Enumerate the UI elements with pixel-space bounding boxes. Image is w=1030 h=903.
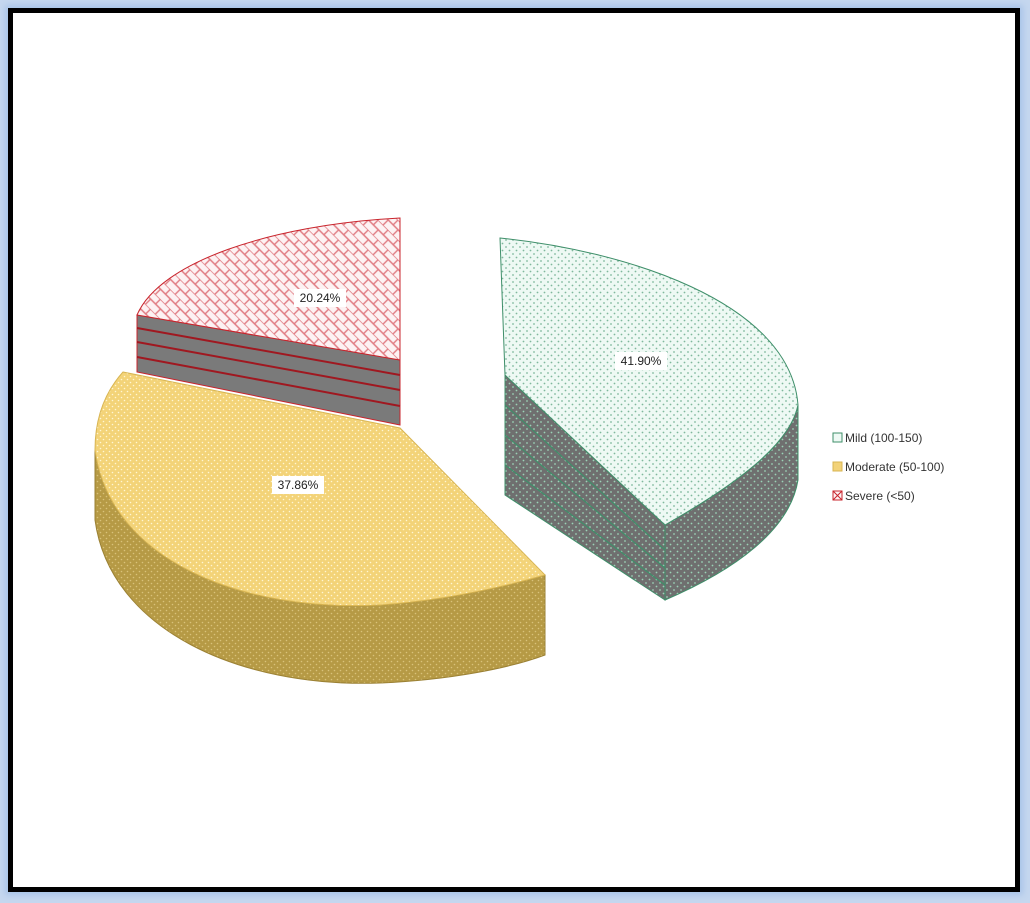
- data-label-severe-text: 20.24%: [300, 291, 341, 305]
- data-label-severe: 20.24%: [294, 289, 346, 307]
- data-label-mild: 41.90%: [615, 352, 667, 370]
- legend-swatch-severe-cross: [832, 490, 843, 501]
- legend-label-moderate: Moderate (50-100): [845, 460, 944, 474]
- slice-mild: [499, 237, 799, 526]
- legend: Mild (100-150) Moderate (50-100) Severe …: [832, 431, 944, 503]
- data-label-moderate-text: 37.86%: [278, 478, 319, 492]
- legend-item-moderate: Moderate (50-100): [832, 460, 944, 474]
- slice-mild-side-stripes: [504, 404, 666, 586]
- slice-severe: [136, 217, 401, 361]
- data-label-moderate: 37.86%: [272, 476, 324, 494]
- slice-severe-side-stripes: [136, 327, 401, 407]
- legend-item-mild: Mild (100-150): [832, 431, 922, 445]
- legend-swatch-mild: [832, 432, 843, 443]
- legend-item-severe: Severe (<50): [832, 489, 915, 503]
- legend-swatch-moderate: [832, 461, 843, 472]
- legend-label-severe: Severe (<50): [845, 489, 915, 503]
- legend-label-mild: Mild (100-150): [845, 431, 922, 445]
- data-label-mild-text: 41.90%: [621, 354, 662, 368]
